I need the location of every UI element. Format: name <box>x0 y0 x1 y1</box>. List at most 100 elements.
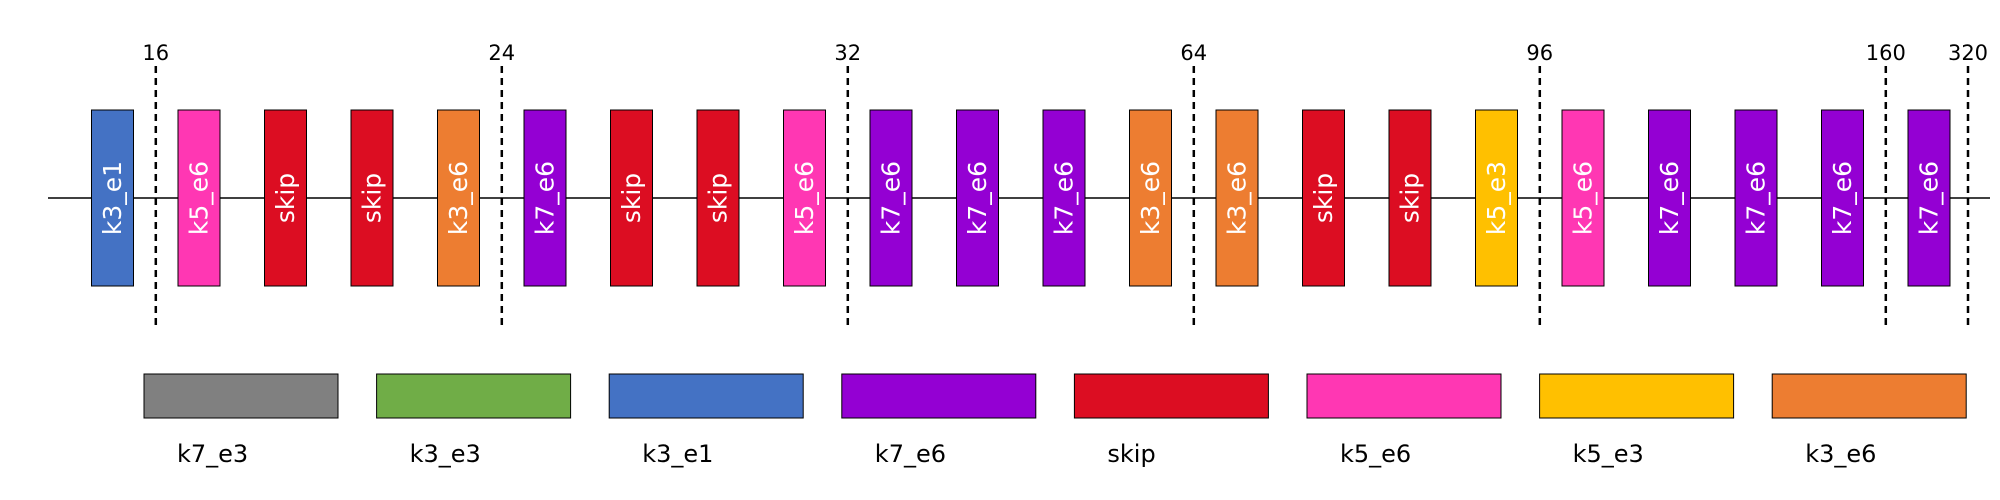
block-12: k7_e6 <box>1042 109 1086 287</box>
block-label: skip <box>617 173 646 223</box>
legend-label: k3_e3 <box>410 440 481 468</box>
block-label: k5_e6 <box>790 161 819 235</box>
block-4: skip <box>350 109 394 287</box>
legend-swatch <box>1073 373 1269 419</box>
block-rect <box>783 109 826 287</box>
block-rect <box>1821 109 1864 287</box>
block-rect <box>696 109 740 287</box>
block-label: k5_e6 <box>1569 161 1598 235</box>
block-10: k7_e6 <box>869 109 913 287</box>
stage-label: 64 <box>1180 41 1207 65</box>
legend-swatch <box>1306 373 1502 419</box>
block-rect <box>177 109 221 287</box>
block-9: k5_e6 <box>783 109 826 287</box>
block-label: skip <box>358 173 387 223</box>
legend-label: k5_e3 <box>1573 440 1644 468</box>
block-label: skip <box>1309 173 1338 223</box>
block-15: skip <box>1302 109 1345 287</box>
block-16: skip <box>1388 109 1432 287</box>
legend-item-k3_e3: k3_e3 <box>376 373 572 468</box>
block-rect <box>1129 109 1172 287</box>
block-rect <box>869 109 913 287</box>
block-2: k5_e6 <box>177 109 221 287</box>
legend-item-k7_e3: k7_e3 <box>143 373 339 468</box>
stage-dividers: 16 24 32 64 96 160 320 <box>142 41 1988 330</box>
stage-divider-64: 64 <box>1180 41 1207 330</box>
block-rect <box>1042 109 1086 287</box>
block-label: k3_e6 <box>1223 161 1252 235</box>
legend-swatch <box>1771 373 1967 419</box>
stage-label: 32 <box>834 41 861 65</box>
block-label: k3_e6 <box>1136 161 1165 235</box>
block-label: k5_e3 <box>1482 161 1511 235</box>
block-label: k3_e1 <box>98 161 127 235</box>
legend-label: skip <box>1107 440 1155 468</box>
legend-swatch <box>143 373 339 419</box>
stage-label: 320 <box>1948 41 1988 65</box>
legend-swatch <box>841 373 1037 419</box>
legend-label: k7_e3 <box>177 440 248 468</box>
block-19: k7_e6 <box>1648 109 1691 287</box>
legend-item-k3_e1: k3_e1 <box>608 373 804 468</box>
block-label: k7_e6 <box>1655 161 1684 235</box>
legend-swatch <box>376 373 572 419</box>
block-22: k7_e6 <box>1907 109 1951 287</box>
legend-item-k7_e6: k7_e6 <box>841 373 1037 468</box>
block-14: k3_e6 <box>1215 109 1259 287</box>
block-label: k7_e6 <box>1915 161 1944 235</box>
stage-divider-160: 160 <box>1866 41 1906 330</box>
legend-swatch <box>1539 373 1735 419</box>
block-rect <box>1907 109 1951 287</box>
stage-divider-96: 96 <box>1526 41 1553 330</box>
block-rect <box>1388 109 1432 287</box>
legend-item-k3_e6: k3_e6 <box>1771 373 1967 468</box>
block-label: k7_e6 <box>1828 161 1857 235</box>
block-rect <box>1215 109 1259 287</box>
legend-label: k7_e6 <box>875 440 946 468</box>
block-17: k5_e3 <box>1475 109 1518 287</box>
block-6: k7_e6 <box>523 109 567 287</box>
block-18: k5_e6 <box>1561 109 1605 287</box>
stage-label: 24 <box>488 41 515 65</box>
block-3: skip <box>264 109 307 287</box>
block-rect <box>610 109 653 287</box>
legend-label: k5_e6 <box>1340 440 1411 468</box>
block-label: k7_e6 <box>1050 161 1079 235</box>
stage-divider-320: 320 <box>1948 41 1988 330</box>
block-label: k7_e6 <box>531 161 560 235</box>
stage-label: 96 <box>1526 41 1553 65</box>
block-rect <box>1475 109 1518 287</box>
block-label: k3_e6 <box>444 161 473 235</box>
block-label: k7_e6 <box>1742 161 1771 235</box>
block-rect <box>1561 109 1605 287</box>
block-13: k3_e6 <box>1129 109 1172 287</box>
stage-label: 160 <box>1866 41 1906 65</box>
block-label: k7_e6 <box>877 161 906 235</box>
block-8: skip <box>696 109 740 287</box>
block-rect <box>1648 109 1691 287</box>
legend-item-k5_e3: k5_e3 <box>1539 373 1735 468</box>
block-label: k7_e6 <box>963 161 992 235</box>
legend-item-skip: skip <box>1073 373 1269 468</box>
block-5: k3_e6 <box>437 109 480 287</box>
block-7: skip <box>610 109 653 287</box>
block-rect <box>437 109 480 287</box>
block-label: k5_e6 <box>185 161 214 235</box>
block-20: k7_e6 <box>1734 109 1778 287</box>
block-sequence: k3_e1 k5_e6 skip skip k3_e6 k7_e6 skip skip k5_e… <box>91 109 1951 287</box>
legend-label: k3_e1 <box>642 440 713 468</box>
block-rect <box>350 109 394 287</box>
block-label: skip <box>271 173 300 223</box>
block-rect <box>523 109 567 287</box>
block-label: skip <box>704 173 733 223</box>
block-rect <box>91 109 134 287</box>
block-rect <box>1302 109 1345 287</box>
block-rect <box>264 109 307 287</box>
stage-divider-16: 16 <box>142 41 169 330</box>
block-rect <box>1734 109 1778 287</box>
block-label: skip <box>1396 173 1425 223</box>
stage-divider-24: 24 <box>488 41 515 330</box>
legend-swatch <box>608 373 804 419</box>
block-21: k7_e6 <box>1821 109 1864 287</box>
